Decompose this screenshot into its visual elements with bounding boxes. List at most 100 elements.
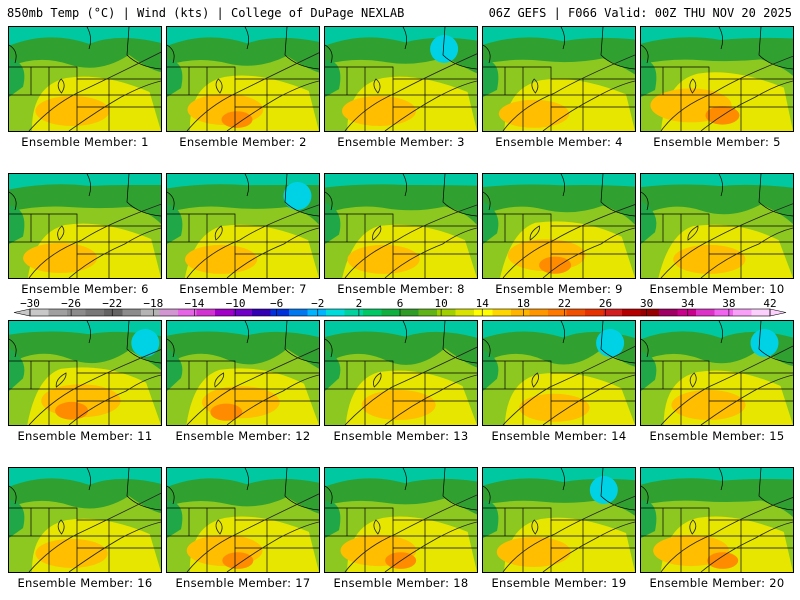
colorbar-swatch <box>48 309 68 316</box>
temperature-map <box>325 468 477 572</box>
temperature-map <box>9 468 161 572</box>
ensemble-member-label: Ensemble Member: 5 <box>653 135 781 149</box>
ensemble-member-label: Ensemble Member: 18 <box>333 576 469 590</box>
ensemble-member-label: Ensemble Member: 13 <box>333 429 469 443</box>
colorbar-tick-label: 26 <box>599 298 612 310</box>
ensemble-member-label: Ensemble Member: 3 <box>337 135 465 149</box>
ensemble-map-panel <box>640 467 794 573</box>
colorbar-swatch <box>289 309 308 316</box>
colorbar-swatch <box>474 309 493 316</box>
ensemble-map-panel <box>166 26 320 132</box>
colorbar-swatch <box>159 309 179 316</box>
temperature-colorbar: −30 −26 −22 −18 −14 −10 −6 −2 2 6 10 14 18 22 26 30 34 38… <box>8 298 792 318</box>
colorbar-swatch <box>215 309 234 316</box>
colorbar-swatch <box>640 309 660 316</box>
colorbar-tick-label: 30 <box>640 298 653 310</box>
temperature-map <box>167 27 319 131</box>
ensemble-map-panel <box>482 467 636 573</box>
colorbar-left-arrow <box>13 308 31 317</box>
ensemble-member-label: Ensemble Member: 9 <box>495 282 623 296</box>
colorbar-swatch <box>178 309 197 316</box>
ensemble-member-label: Ensemble Member: 4 <box>495 135 623 149</box>
ensemble-map-panel <box>8 467 162 573</box>
colorbar-right-arrow <box>769 308 787 317</box>
colorbar-tick-label: 10 <box>434 298 447 310</box>
ensemble-member-label: Ensemble Member: 19 <box>491 576 627 590</box>
ensemble-member-label: Ensemble Member: 10 <box>649 282 785 296</box>
temperature-map <box>325 321 477 425</box>
colorbar-tick-label: −30 <box>20 298 40 310</box>
colorbar-swatch <box>270 309 290 316</box>
colorbar-tick-label: −26 <box>61 298 81 310</box>
ensemble-member-label: Ensemble Member: 11 <box>17 429 153 443</box>
colorbar-swatch <box>307 309 327 316</box>
ensemble-map-panel <box>482 320 636 426</box>
temperature-map <box>641 468 793 572</box>
colorbar-tick-label: −10 <box>226 298 246 310</box>
colorbar-swatch <box>418 309 438 316</box>
colorbar-swatch <box>400 309 419 316</box>
ensemble-map-panel <box>8 26 162 132</box>
ensemble-map-panel <box>324 173 478 279</box>
ensemble-map-panel <box>324 467 478 573</box>
colorbar-swatch <box>585 309 604 316</box>
ensemble-member-label: Ensemble Member: 7 <box>179 282 307 296</box>
colorbar-tick-label: 38 <box>722 298 735 310</box>
ensemble-member-label: Ensemble Member: 16 <box>17 576 153 590</box>
ensemble-member-label: Ensemble Member: 1 <box>21 135 149 149</box>
colorbar-tick-label: 18 <box>517 298 530 310</box>
map-title: 850mb Temp (°C) | Wind (kts) | College o… <box>7 6 405 20</box>
temperature-map <box>641 27 793 131</box>
colorbar-swatch <box>85 309 105 316</box>
colorbar-swatch <box>603 309 623 316</box>
ensemble-member-label: Ensemble Member: 20 <box>649 576 785 590</box>
colorbar-swatch <box>511 309 530 316</box>
colorbar-swatch <box>733 309 752 316</box>
colorbar-swatch <box>233 309 253 316</box>
colorbar-tick-label: −14 <box>185 298 205 310</box>
colorbar-tick-label: −2 <box>311 298 324 310</box>
ensemble-map-panel <box>166 467 320 573</box>
colorbar-swatch <box>696 309 715 316</box>
ensemble-member-label: Ensemble Member: 6 <box>21 282 149 296</box>
ensemble-map-panel <box>640 320 794 426</box>
run-valid-time: 06Z GEFS | F066 Valid: 00Z THU NOV 20 20… <box>488 6 792 20</box>
colorbar-swatch <box>30 309 49 316</box>
colorbar-swatch <box>437 309 456 316</box>
colorbar-svg: −30 −26 −22 −18 −14 −10 −6 −2 2 6 10 14 18 22 26 30 34 38… <box>13 298 787 317</box>
colorbar-swatch <box>196 309 216 316</box>
temperature-map <box>9 27 161 131</box>
ensemble-map-panel <box>324 320 478 426</box>
ensemble-member-label: Ensemble Member: 2 <box>179 135 307 149</box>
ensemble-member-label: Ensemble Member: 14 <box>491 429 627 443</box>
colorbar-swatch <box>67 309 86 316</box>
temperature-map <box>167 174 319 278</box>
colorbar-swatch <box>252 309 271 316</box>
colorbar-swatch <box>529 309 549 316</box>
ensemble-map-panel <box>482 26 636 132</box>
colorbar-swatch <box>122 309 142 316</box>
colorbar-swatch <box>659 309 678 316</box>
colorbar-swatch <box>363 309 382 316</box>
ensemble-map-panel <box>640 173 794 279</box>
colorbar-swatch <box>141 309 160 316</box>
colorbar-swatch <box>455 309 475 316</box>
colorbar-swatch <box>548 309 567 316</box>
colorbar-swatch <box>751 309 771 316</box>
colorbar-tick-label: 6 <box>397 298 404 310</box>
colorbar-swatch <box>714 309 734 316</box>
temperature-map <box>9 321 161 425</box>
temperature-map <box>483 174 635 278</box>
ensemble-member-label: Ensemble Member: 15 <box>649 429 785 443</box>
ensemble-map-panel <box>324 26 478 132</box>
temperature-map <box>641 174 793 278</box>
ensemble-map-panel <box>166 320 320 426</box>
ensemble-map-panel <box>640 26 794 132</box>
temperature-map <box>325 174 477 278</box>
colorbar-tick-label: 34 <box>681 298 695 310</box>
colorbar-tick-label: −18 <box>143 298 163 310</box>
colorbar-tick-label: −6 <box>270 298 283 310</box>
colorbar-swatch <box>492 309 512 316</box>
ensemble-member-label: Ensemble Member: 17 <box>175 576 311 590</box>
colorbar-swatch <box>566 309 586 316</box>
